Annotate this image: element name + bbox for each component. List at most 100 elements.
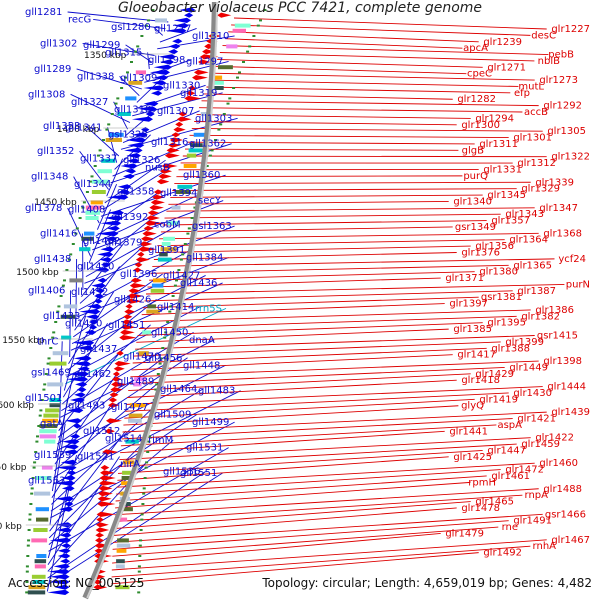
left-gene-label: gll1298 [148, 55, 185, 66]
left-gene-label: gsl1328 [108, 130, 148, 141]
left-gene-label: gll1489 [117, 377, 154, 388]
left-strand-gene-arrow [98, 278, 107, 283]
outer-tick [91, 175, 94, 177]
right-gene-label: glr1312 [517, 158, 556, 169]
right-gene-label: glr1305 [547, 126, 586, 137]
cog-category-block [129, 414, 143, 418]
cog-category-block [49, 362, 66, 366]
outer-tick [43, 383, 46, 385]
right-strand-gene-arrow [151, 200, 165, 205]
right-label-connector [199, 108, 522, 112]
right-strand-gene-arrow [97, 501, 115, 506]
left-gene-label: rimM [148, 435, 173, 446]
topology-length-genes-text: Topology: circular; Length: 4,659,019 bp… [262, 576, 592, 590]
right-strand-gene-arrow [165, 153, 180, 158]
left-gene-label: gll1493 [68, 401, 105, 412]
right-gene-label: glr1322 [551, 152, 590, 163]
left-gene-label: secY [198, 196, 222, 207]
outer-tick [139, 539, 142, 541]
left-gene-label: gll1310 [192, 31, 229, 42]
outer-tick [36, 435, 39, 437]
right-label-connector [204, 94, 453, 99]
right-gene-label: glr1492 [483, 548, 522, 559]
left-strand-gene-arrow [174, 18, 191, 23]
cog-category-block [69, 278, 83, 282]
left-gene-label: gll1378 [25, 203, 62, 214]
right-label-connector [114, 502, 471, 529]
outer-tick [263, 9, 266, 11]
outer-tick [130, 61, 133, 63]
right-gene-label: glr1417 [457, 350, 496, 361]
cog-category-block [35, 564, 46, 568]
right-gene-label: rne [502, 522, 518, 533]
left-strand-gene-arrow [168, 49, 178, 54]
left-gene-label: gatA [40, 419, 63, 430]
right-gene-label: glr1273 [539, 75, 578, 86]
right-gene-label: rnhA [533, 541, 557, 552]
left-gene-label: gll1450 [151, 327, 188, 338]
cog-category-block [45, 408, 59, 412]
cog-category-block [64, 304, 77, 308]
right-gene-label: glr1444 [547, 382, 586, 393]
right-gene-label: glyQ [461, 401, 484, 412]
cog-category-block [122, 471, 131, 475]
left-gene-label: gll1414 [157, 302, 194, 313]
outer-tick [63, 279, 66, 281]
left-gene-label: gll1477 [111, 402, 148, 413]
right-gene-label: ycf24 [558, 254, 586, 265]
right-label-connector [172, 189, 516, 191]
right-strand-gene-arrow [95, 533, 104, 538]
right-gene-label: glr1397 [449, 299, 488, 310]
cog-category-block [53, 351, 69, 355]
right-strand-gene-arrow [98, 496, 112, 501]
left-strand-gene-arrow [77, 387, 87, 392]
footer-bar: Accession: NC_005125 Topology: circular;… [0, 572, 600, 596]
right-gene-label: nblB [538, 56, 560, 67]
right-gene-label: glr1371 [445, 273, 484, 284]
left-gene-label: gll1394 [160, 188, 197, 199]
right-label-connector [190, 135, 509, 137]
right-gene-label: glr1365 [513, 260, 552, 271]
outer-tick [28, 519, 31, 521]
left-gene-label: gll1462 [74, 369, 111, 380]
left-strand-gene-arrow [60, 533, 72, 538]
left-gene-label: gll1308 [28, 89, 65, 100]
left-gene-label: gll1348 [31, 172, 68, 183]
cog-category-block [235, 24, 251, 28]
right-gene-label: glr1364 [509, 235, 548, 246]
right-gene-label: desC [531, 30, 556, 41]
cog-category-block [117, 549, 127, 553]
cog-category-block [36, 554, 46, 558]
left-gene-label: gll1303 [195, 113, 232, 124]
cog-category-block [31, 538, 47, 542]
outer-tick [140, 519, 143, 521]
cog-category-block [40, 434, 57, 438]
cog-category-block [151, 289, 165, 293]
outer-tick [39, 409, 42, 411]
right-strand-gene-arrow [114, 366, 125, 371]
right-strand-gene-arrow [149, 205, 163, 210]
outer-tick [145, 467, 148, 469]
right-gene-label: glgB [462, 145, 484, 156]
left-gene-label: gll1352 [37, 146, 74, 157]
right-gene-label: glr1380 [479, 267, 518, 278]
right-label-connector [174, 182, 530, 183]
right-label-connector [183, 156, 547, 157]
outer-tick [27, 545, 30, 547]
outer-tick [146, 451, 149, 453]
right-strand-gene-arrow [101, 465, 110, 470]
outer-tick [138, 565, 141, 567]
left-gene-label: cobM [154, 220, 181, 231]
outer-tick [145, 461, 148, 463]
cog-category-block [128, 419, 142, 423]
left-gene-label: gll1316 [151, 137, 188, 148]
right-gene-label: glr1467 [551, 535, 590, 546]
outer-tick [209, 155, 212, 157]
right-gene-label: glr1271 [487, 62, 526, 73]
right-gene-label: glr1449 [509, 362, 548, 373]
cog-category-block [125, 96, 136, 100]
outer-tick [140, 529, 143, 531]
right-gene-label: glr1478 [461, 503, 500, 514]
left-strand-gene-arrow [169, 44, 180, 49]
outer-tick [29, 513, 32, 515]
